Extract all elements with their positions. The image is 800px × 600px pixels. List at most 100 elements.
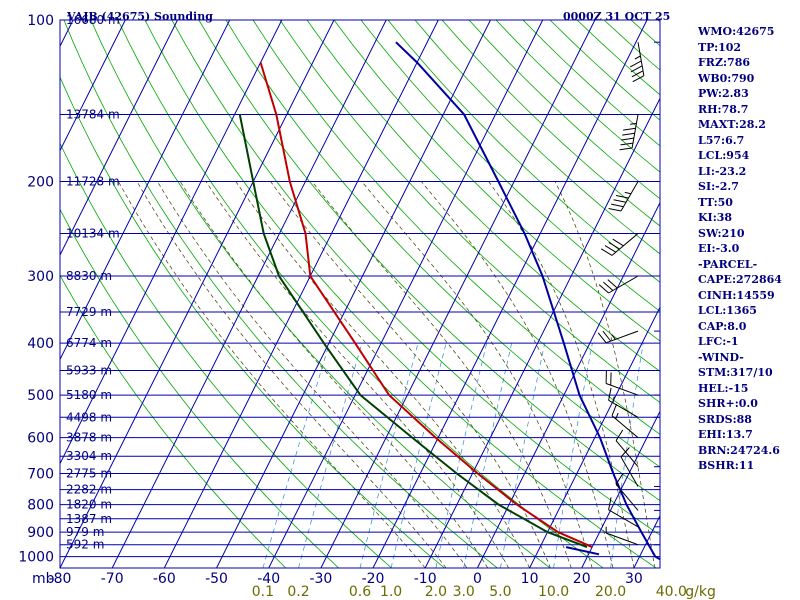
index-item: BSHR:11 xyxy=(698,459,755,472)
moist-adiabat xyxy=(311,181,572,568)
temperature-label: 30 xyxy=(625,571,643,587)
mixing-ratio-label: 5.0 xyxy=(489,584,511,600)
height-label: 1387 m xyxy=(66,512,112,526)
moist-adiabat xyxy=(421,181,614,568)
wind-barb-staff xyxy=(615,440,639,468)
wind-barb-flag xyxy=(611,334,616,340)
wind-barb-flag xyxy=(598,284,609,294)
index-item: WMO:42675 xyxy=(698,25,775,38)
wind-barb-staff xyxy=(605,330,639,344)
height-label: 13784 m xyxy=(66,108,120,122)
height-label: 3878 m xyxy=(66,431,112,445)
dry-adiabat xyxy=(60,208,339,568)
dry-adiabat xyxy=(387,20,660,283)
mixing-ratio-line xyxy=(298,342,363,568)
wind-barb-flag xyxy=(623,127,636,131)
wind-barb-flag xyxy=(608,387,612,401)
temperature-label: 20 xyxy=(573,571,591,587)
mixing-ratio-unit: g/kg xyxy=(685,584,716,600)
isotherm xyxy=(60,20,283,465)
isotherm xyxy=(111,20,387,568)
index-item: SRDS:88 xyxy=(698,412,752,426)
wind-barb xyxy=(620,447,639,487)
wind-barb-staff xyxy=(611,233,639,256)
temperature-label: -70 xyxy=(101,571,124,587)
temperature-label: -50 xyxy=(205,571,228,587)
pressure-label: 500 xyxy=(27,388,54,404)
dry-adiabat xyxy=(198,20,660,502)
station-title: VAJB (42675) Sounding xyxy=(66,10,213,23)
index-item: LFC:-1 xyxy=(698,335,739,348)
index-item: WB0:790 xyxy=(698,71,755,85)
wind-barb xyxy=(608,181,639,212)
wind-barb-flag xyxy=(597,332,607,344)
dry-adiabat xyxy=(90,20,551,568)
wind-barb-flag xyxy=(630,122,637,125)
isotherm xyxy=(320,20,596,568)
index-item: CAP:8.0 xyxy=(698,319,747,333)
wind-barb xyxy=(619,114,639,151)
mixing-ratio-line xyxy=(500,343,546,568)
height-label: 1820 m xyxy=(66,498,112,512)
index-item: LCL:1365 xyxy=(698,304,757,317)
wind-barb-flag xyxy=(632,75,645,83)
wind-barb xyxy=(597,330,639,344)
dry-adiabat xyxy=(60,76,445,568)
index-item: CINH:14559 xyxy=(698,288,775,302)
pressure-label: 100 xyxy=(27,13,54,29)
mixing-ratio-label: 40.0 xyxy=(656,584,687,600)
mixing-ratio-label: 20.0 xyxy=(595,584,626,600)
pressure-unit-label: mb xyxy=(32,571,55,587)
index-item: EHI:13.7 xyxy=(698,428,753,441)
isotherm xyxy=(268,20,544,568)
wind-barb-flag xyxy=(600,248,613,256)
wind-barb-flag xyxy=(607,279,618,289)
index-item: TT:50 xyxy=(698,195,733,209)
mixing-ratio-label: 3.0 xyxy=(453,584,475,600)
moist-adiabat xyxy=(361,181,593,568)
temperature-label: -80 xyxy=(49,571,72,587)
temperature-line xyxy=(259,62,593,549)
index-item: -PARCEL- xyxy=(698,257,758,271)
wind-barb xyxy=(605,526,639,546)
wind-barb-flag xyxy=(603,281,614,291)
isotherm xyxy=(581,410,660,568)
temperature-label: 0 xyxy=(473,571,482,587)
index-item: STM:317/10 xyxy=(698,366,773,379)
wind-barb-flag xyxy=(608,241,620,250)
wind-barb-flag xyxy=(616,195,629,199)
temperature-label: -60 xyxy=(153,571,176,587)
wind-barb-staff xyxy=(620,181,639,212)
isotherm xyxy=(476,201,660,568)
parcel_low-line xyxy=(565,546,600,556)
wind-barb-flag xyxy=(620,447,630,458)
index-item: BRN:24724.6 xyxy=(698,443,780,457)
height-label: 592 m xyxy=(66,538,104,552)
index-item: EI:-3.0 xyxy=(698,242,740,255)
isotherm xyxy=(424,97,660,568)
height-label: 8830 m xyxy=(66,269,112,283)
temperature-label: -30 xyxy=(309,571,332,587)
wind-barb-flag xyxy=(615,412,619,420)
dry-adiabat xyxy=(279,20,660,403)
wind-barb-flag xyxy=(610,203,624,208)
index-list: WMO:42675 TP:102 FRZ:786 WB0:790 PW:2.83 RH:7… xyxy=(698,24,798,474)
wind-barbs xyxy=(597,20,661,568)
isotherm xyxy=(60,20,178,257)
wind-barb xyxy=(615,429,639,468)
height-label: 2282 m xyxy=(66,483,112,497)
index-item: -WIND- xyxy=(698,350,744,364)
wind-barb-staff xyxy=(611,415,639,438)
height-label: 5933 m xyxy=(66,364,112,378)
parcel-line xyxy=(395,41,660,561)
wind-barb xyxy=(611,403,639,438)
pressure-label: 400 xyxy=(27,336,54,352)
index-item: FRZ:786 xyxy=(698,56,751,69)
height-label: 4498 m xyxy=(66,410,112,424)
pressure-label: 800 xyxy=(27,498,54,514)
moist-adiabat xyxy=(136,181,447,568)
index-item: LCL:954 xyxy=(698,149,750,162)
height-label: 3304 m xyxy=(66,449,112,463)
moist-adiabat xyxy=(118,181,426,568)
height-label: 11728 m xyxy=(66,175,120,189)
